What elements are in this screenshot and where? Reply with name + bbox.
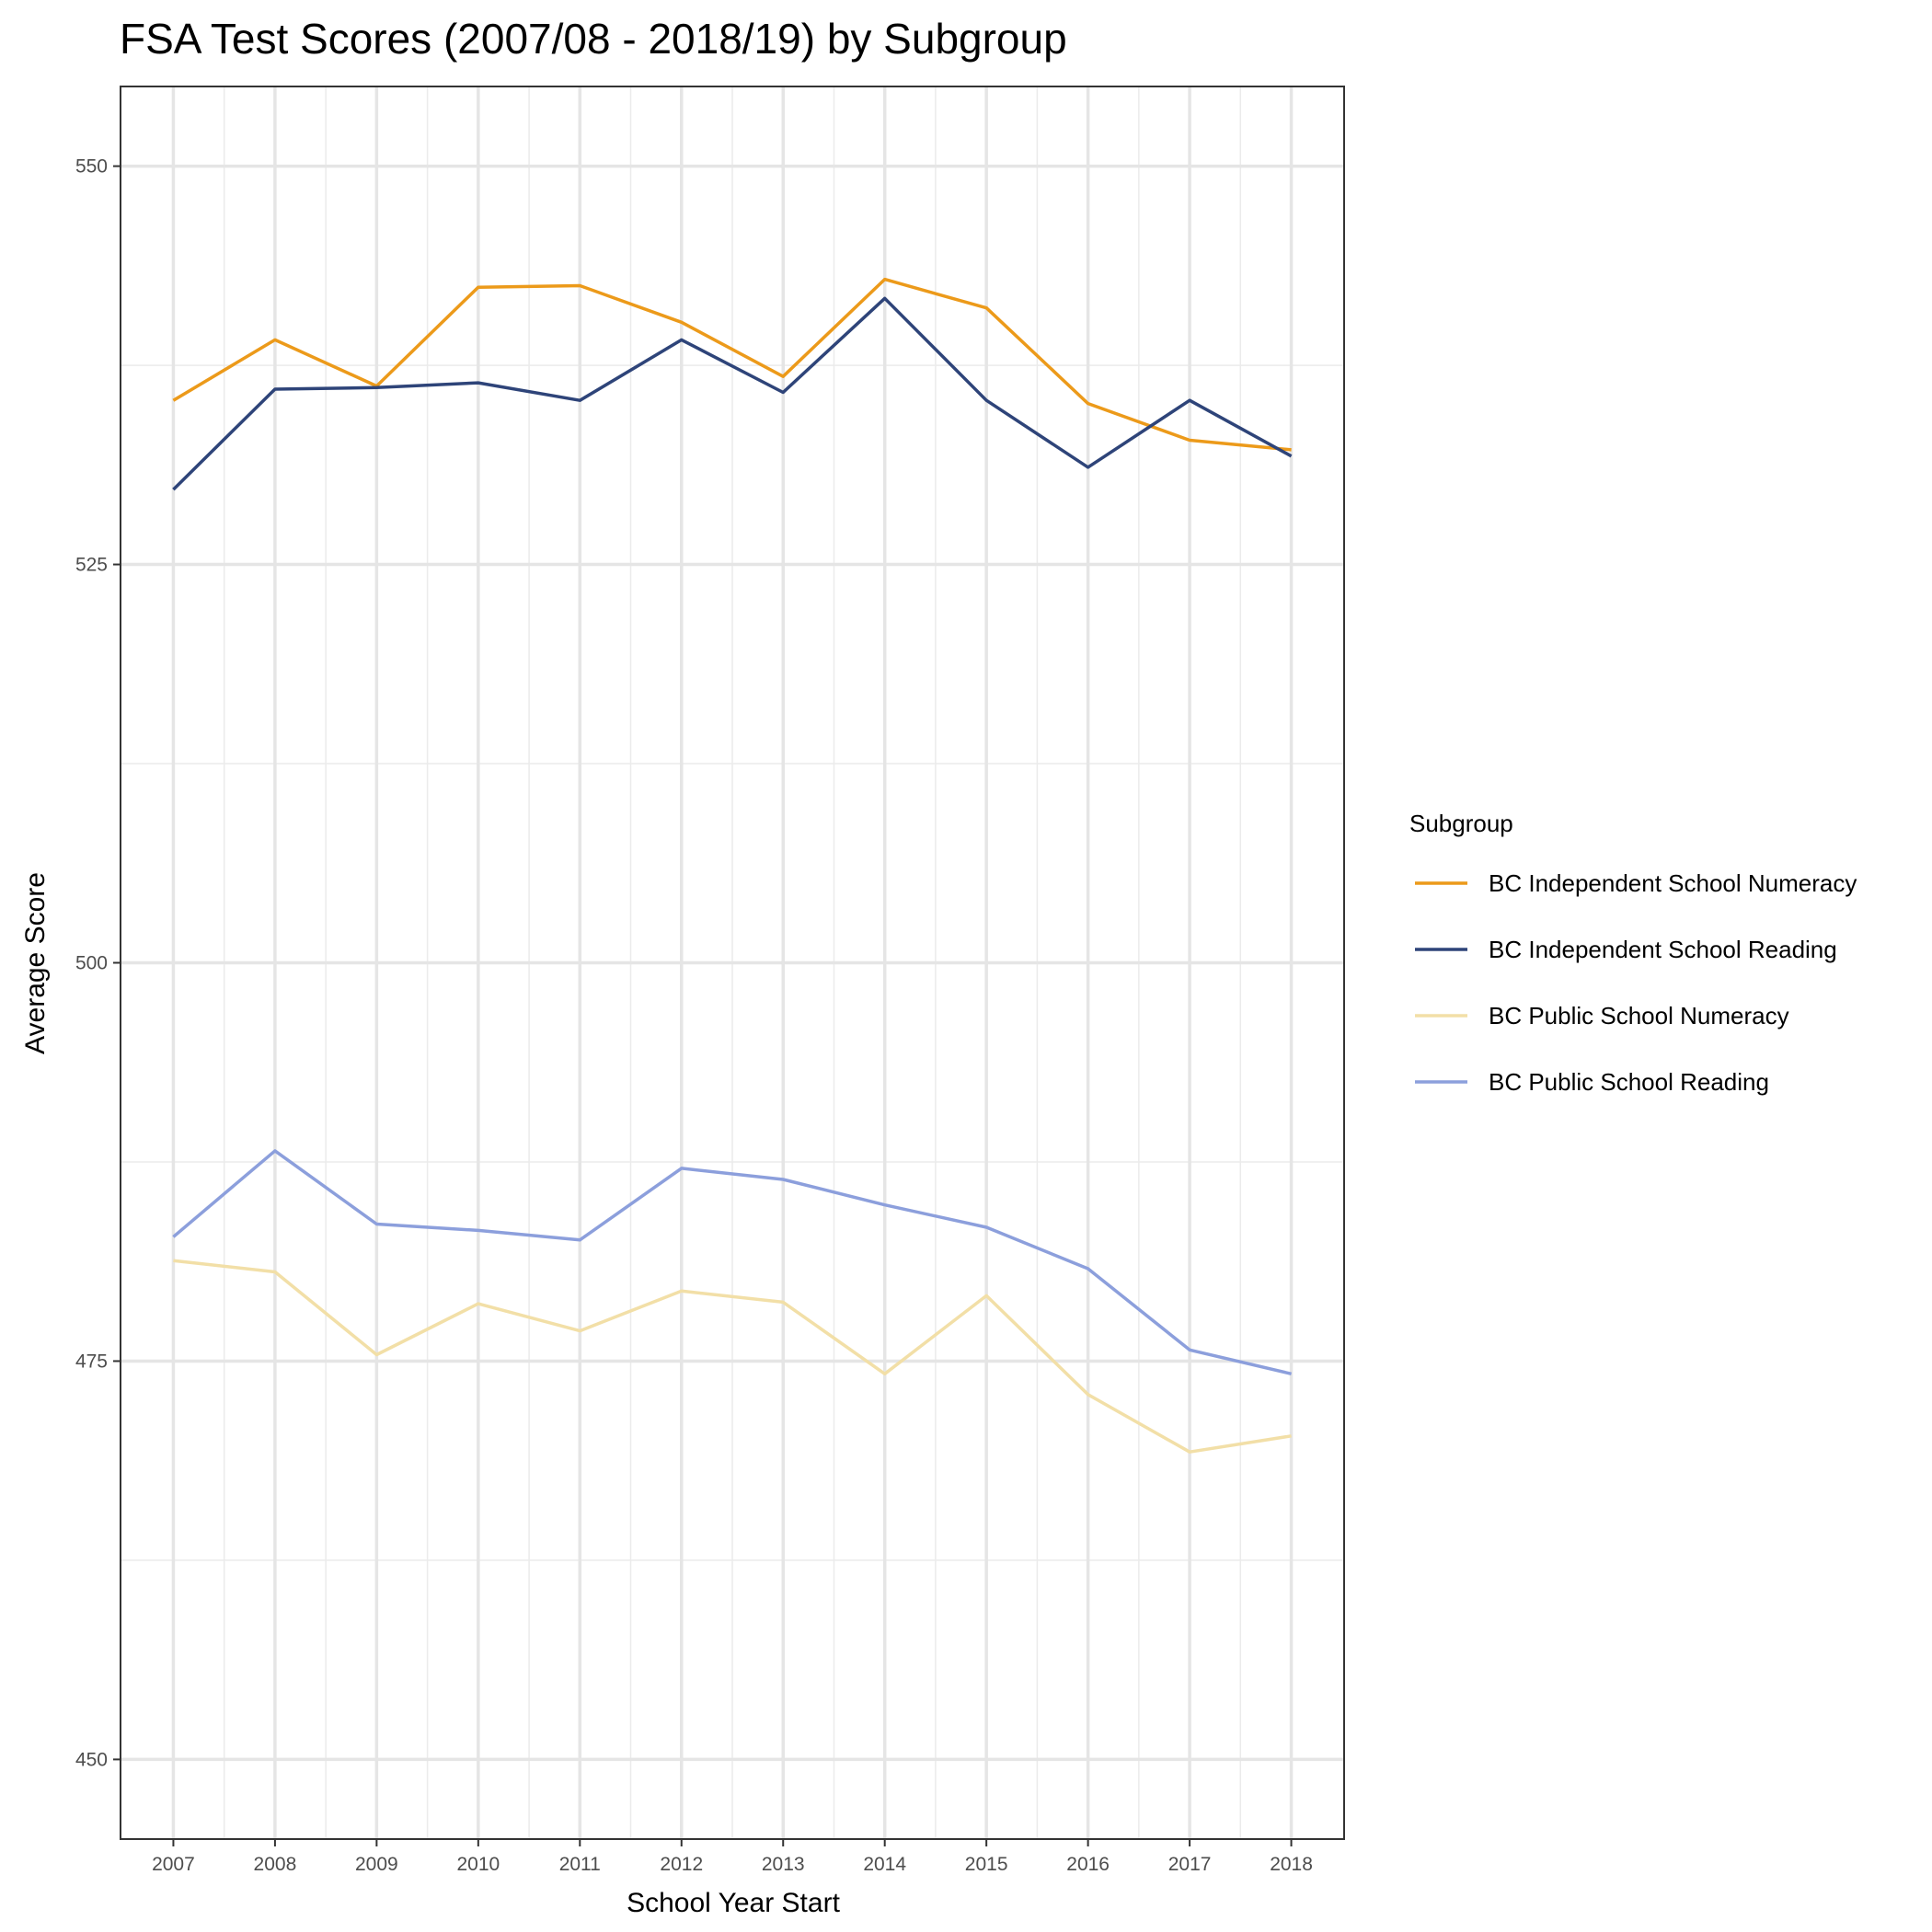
x-axis-title: School Year Start bbox=[627, 1888, 840, 1918]
x-tick-label: 2014 bbox=[863, 1854, 906, 1875]
x-tick-label: 2011 bbox=[559, 1854, 601, 1875]
y-tick-label: 500 bbox=[75, 953, 108, 974]
y-tick-label: 450 bbox=[75, 1749, 108, 1770]
series-line-2 bbox=[172, 296, 1293, 491]
series-line-4 bbox=[172, 1149, 1293, 1376]
y-tick-label: 525 bbox=[75, 555, 108, 576]
series-line-1 bbox=[172, 277, 1292, 452]
x-tick-label: 2007 bbox=[152, 1854, 195, 1875]
y-axis: 450 475 500 525 550 bbox=[75, 156, 121, 1770]
chart-title: FSA Test Scores (2007/08 - 2018/19) by S… bbox=[120, 15, 1067, 63]
y-tick-label: 550 bbox=[75, 156, 108, 178]
legend-label-1: BC Independent School Numeracy bbox=[1489, 869, 1857, 897]
legend-label-4: BC Public School Reading bbox=[1489, 1068, 1769, 1096]
legend: Subgroup BC Independent School Numeracy B… bbox=[1409, 810, 1857, 1096]
x-tick-label: 2012 bbox=[660, 1854, 703, 1875]
legend-label-2: BC Independent School Reading bbox=[1489, 936, 1837, 963]
y-tick-label: 475 bbox=[75, 1351, 108, 1372]
x-tick-label: 2008 bbox=[254, 1854, 297, 1875]
x-tick-label: 2009 bbox=[355, 1854, 398, 1875]
grid-lines bbox=[121, 86, 1344, 1839]
x-tick-label: 2017 bbox=[1168, 1854, 1212, 1875]
x-axis: 2007 2008 2009 2010 2011 2012 2013 2014 2015 2016… bbox=[152, 1839, 1313, 1875]
series-line-3 bbox=[173, 1259, 1292, 1454]
x-tick-label: 2015 bbox=[965, 1854, 1008, 1875]
x-tick-label: 2018 bbox=[1270, 1854, 1313, 1875]
x-tick-label: 2016 bbox=[1066, 1854, 1110, 1875]
x-tick-label: 2010 bbox=[456, 1854, 500, 1875]
y-axis-title: Average Score bbox=[20, 872, 51, 1054]
legend-title: Subgroup bbox=[1409, 810, 1513, 837]
series-lines bbox=[172, 277, 1293, 1454]
x-tick-label: 2013 bbox=[762, 1854, 805, 1875]
legend-label-3: BC Public School Numeracy bbox=[1489, 1002, 1789, 1029]
